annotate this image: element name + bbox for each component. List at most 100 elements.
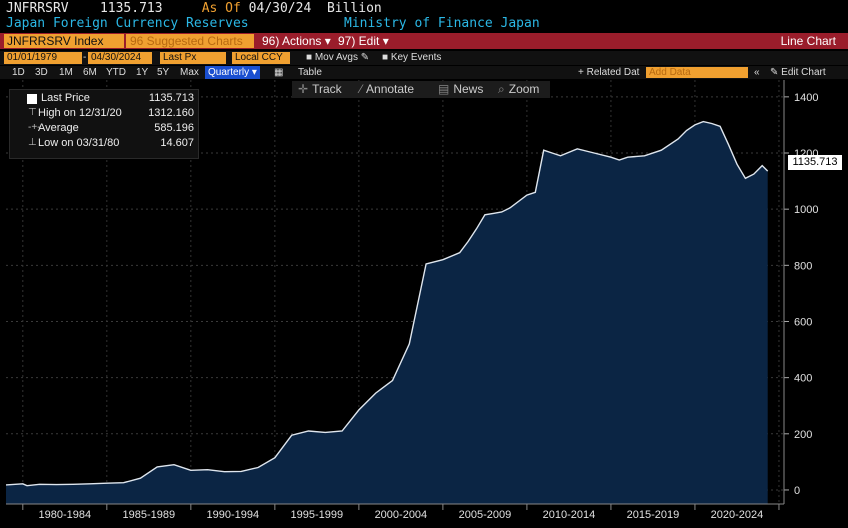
y-tick-label: 600 <box>794 316 812 328</box>
average-marker-icon: -+- <box>28 122 41 133</box>
legend: Last Price 1135.713 ⊤ High on 12/31/20 1… <box>9 89 199 159</box>
y-tick-label: 400 <box>794 373 812 385</box>
period-max[interactable]: Max <box>180 67 199 78</box>
edit-label: 97) Edit <box>338 34 380 48</box>
start-date-field[interactable]: 01/01/1979 <box>4 52 82 64</box>
edit-menu[interactable]: 97) Edit ▾ <box>338 34 389 48</box>
track-label: Track <box>312 82 342 96</box>
mov-avgs-toggle[interactable]: ■ Mov Avgs ✎ <box>306 52 370 63</box>
x-tick-label: 1990-1994 <box>207 509 260 521</box>
legend-last-price: Last Price 1135.713 <box>10 92 198 107</box>
pencil-icon: ✎ <box>360 52 370 63</box>
zoom-label: Zoom <box>508 82 540 96</box>
actions-label: 96) Actions <box>262 34 322 48</box>
period-3d[interactable]: 3D <box>35 67 48 78</box>
legend-label: Last Price <box>41 92 90 104</box>
x-axis: 1980-1984 1985-1989 1990-1994 1995-1999 2000… <box>6 503 784 521</box>
series-title: Japan Foreign Currency Reserves <box>6 16 249 31</box>
edit-chart-label: Edit Chart <box>781 67 826 78</box>
y-tick-label: 1000 <box>794 204 818 216</box>
period-5y[interactable]: 5Y <box>157 67 170 78</box>
legend-average: -+- Average 585.196 <box>10 122 198 137</box>
zoom-icon: ⌕ <box>498 82 505 96</box>
x-tick-label: 1980-1984 <box>39 509 92 521</box>
chart-type-label[interactable]: Line Chart <box>780 34 836 48</box>
y-tick-label: 200 <box>794 429 812 441</box>
table-icon[interactable]: ▦ <box>274 67 284 78</box>
period-ytd[interactable]: YTD <box>106 67 126 78</box>
last-value: 1135.713 <box>99 1 163 16</box>
field-select[interactable]: Last Px <box>160 52 226 64</box>
x-tick-label: 2005-2009 <box>459 509 512 521</box>
caret-down-icon: ▾ <box>324 34 331 48</box>
suggested-charts-button[interactable]: 96 Suggested Charts <box>126 34 254 48</box>
area-series-fill <box>6 121 768 504</box>
series-swatch <box>27 94 37 104</box>
edit-chart-button[interactable]: ✎ Edit Chart <box>770 66 826 79</box>
table-button[interactable]: Table <box>298 67 322 78</box>
source-label: Ministry of Finance Japan <box>344 16 540 31</box>
period-1d[interactable]: 1D <box>12 67 25 78</box>
caret-down-icon: ▾ <box>382 34 389 48</box>
legend-high: ⊤ High on 12/31/20 1312.160 <box>10 107 198 122</box>
subtitle-line: Japan Foreign Currency Reserves Ministry … <box>6 16 842 31</box>
pencil-icon: ✎ <box>770 67 779 78</box>
news-icon: ▤ <box>438 82 450 96</box>
legend-value: 585.196 <box>154 122 194 134</box>
x-tick-label: 1985-1989 <box>123 509 176 521</box>
low-marker-icon: ⊥ <box>28 137 37 148</box>
y-tick-label: 1400 <box>794 92 818 104</box>
annotate-label: Annotate <box>366 82 415 96</box>
frequency-select[interactable]: Quarterly ▾ <box>205 66 260 79</box>
controls-row: 01/01/1979 - 04/30/2024 Last Px Local CC… <box>0 51 848 65</box>
header-line: JNFRRSRV 1135.713 As Of 04/30/24 Billion <box>6 1 382 16</box>
news-label: News <box>453 82 484 96</box>
pencil-icon: ⁄ <box>360 82 363 96</box>
x-tick-label: 2020-2024 <box>711 509 764 521</box>
zoom-button[interactable]: ⌕ Zoom <box>498 82 539 97</box>
as-of-date: 04/30/24 <box>248 1 312 16</box>
unit-label: Billion <box>326 1 382 16</box>
security-field[interactable]: JNFRRSRV Index <box>4 34 124 48</box>
currency-select[interactable]: Local CCY <box>232 52 290 64</box>
date-dash: - <box>83 52 87 63</box>
add-data-field[interactable]: Add Data <box>646 67 748 78</box>
toolbar: JNFRRSRV Index 96 Suggested Charts 96) A… <box>0 33 848 49</box>
area-series-line <box>5 120 769 487</box>
period-1m[interactable]: 1M <box>59 67 73 78</box>
legend-value: 14.607 <box>160 137 194 149</box>
y-tick-label: 800 <box>794 260 812 272</box>
period-6m[interactable]: 6M <box>83 67 97 78</box>
y-tick-label: 0 <box>794 485 800 497</box>
x-tick-label: 2015-2019 <box>627 509 680 521</box>
ticker: JNFRRSRV <box>6 1 69 16</box>
x-tick-label: 2000-2004 <box>375 509 428 521</box>
key-events-toggle[interactable]: ■ Key Events <box>382 52 442 63</box>
mov-avgs-label: Mov Avgs <box>314 52 358 63</box>
legend-label: Low on 03/31/80 <box>38 137 120 149</box>
x-tick-label: 1995-1999 <box>291 509 344 521</box>
as-of-label: As Of <box>201 1 241 16</box>
frequency-label: Quarterly <box>208 67 250 78</box>
annotate-button[interactable]: ⁄ Annotate <box>360 82 414 97</box>
crosshair-icon: ✛ <box>298 82 309 96</box>
legend-value: 1312.160 <box>148 107 194 119</box>
legend-label: High on 12/31/20 <box>38 107 122 119</box>
end-date-field[interactable]: 04/30/2024 <box>88 52 152 64</box>
track-button[interactable]: ✛ Track <box>298 82 342 97</box>
high-marker-icon: ⊤ <box>28 107 37 118</box>
legend-value: 1135.713 <box>148 92 194 104</box>
period-1y[interactable]: 1Y <box>136 67 149 78</box>
x-tick-label: 2010-2014 <box>543 509 596 521</box>
key-events-label: Key Events <box>390 52 442 63</box>
actions-menu[interactable]: 96) Actions ▾ <box>262 34 331 48</box>
collapse-icon[interactable]: « <box>754 67 760 78</box>
legend-label: Average <box>38 122 79 134</box>
period-row: 1D 3D 1M 6M YTD 1Y 5Y Max Quarterly ▾ ▦ … <box>0 66 848 79</box>
related-data-button[interactable]: + Related Dat <box>578 67 640 78</box>
news-button[interactable]: ▤ News <box>438 82 483 97</box>
legend-low: ⊥ Low on 03/31/80 14.607 <box>10 137 198 152</box>
chart-tools: ✛ Track ⁄ Annotate ▤ News ⌕ Zoom <box>292 81 550 98</box>
